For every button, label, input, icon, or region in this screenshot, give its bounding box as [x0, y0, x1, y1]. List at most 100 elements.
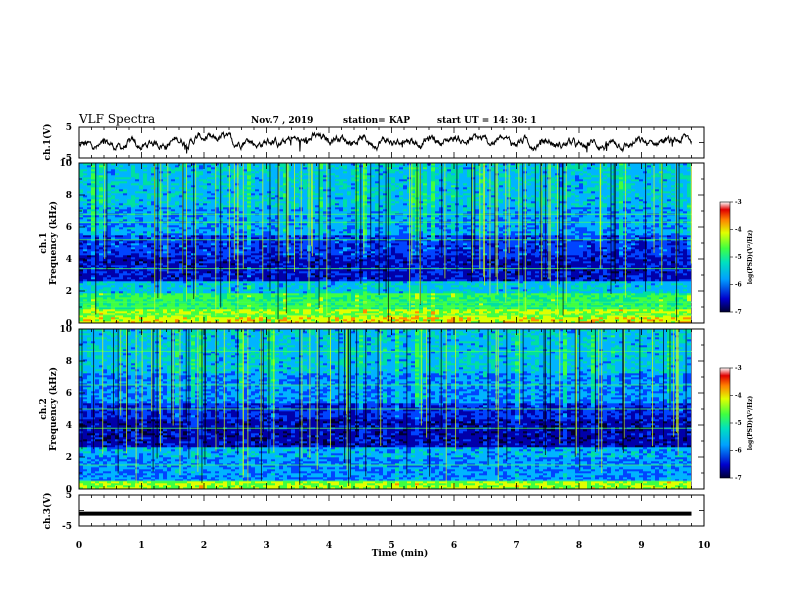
spectrogram-cell — [251, 305, 255, 308]
spectrogram-cell — [255, 195, 259, 198]
spectrogram-cell — [263, 199, 267, 202]
spectrogram-cell — [151, 313, 155, 316]
spectrogram-cell — [299, 319, 303, 322]
spectrogram-cell — [239, 237, 243, 240]
spectrogram-cell — [111, 295, 115, 298]
spectrogram-cell — [83, 279, 87, 282]
spectrogram-cell — [291, 241, 295, 244]
spectrogram-cell — [319, 179, 323, 182]
spectrogram-cell — [243, 179, 247, 182]
spectrogram-cell — [267, 287, 271, 290]
spectrogram-cell — [287, 225, 291, 228]
spectrogram-cell — [115, 285, 119, 288]
spectrogram-cell — [143, 291, 147, 294]
spectrogram-cell — [123, 183, 127, 186]
spectrogram-cell — [231, 279, 235, 282]
spectrogram-cell — [275, 309, 279, 312]
spectrogram-cell — [135, 195, 139, 198]
spectrogram-cell — [151, 195, 155, 198]
spectrogram-cell — [135, 233, 139, 236]
spectrogram-cell — [311, 165, 315, 168]
spectrogram-cell — [123, 291, 127, 294]
spectrogram-cell — [311, 259, 315, 262]
spectrogram-cell — [95, 219, 99, 222]
spectrogram-cell — [291, 317, 295, 320]
spectrogram-cell — [247, 201, 251, 204]
spectrogram-cell — [111, 279, 115, 282]
spectrogram-cell — [303, 275, 307, 278]
spectrogram-cell — [179, 247, 183, 250]
spectrogram-cell — [167, 287, 171, 290]
spectrogram-cell — [191, 195, 195, 198]
spectrogram-cell — [135, 231, 139, 234]
spectrogram-cell — [123, 263, 127, 266]
spectrogram-cell — [167, 283, 171, 286]
spectrogram-cell — [255, 233, 259, 236]
spectrogram-cell — [187, 195, 191, 198]
spectrogram-cell — [279, 201, 283, 204]
spectrogram-cell — [95, 203, 99, 206]
spectrogram-cell — [235, 185, 239, 188]
spectrogram-cell — [259, 275, 263, 278]
spectrogram-cell — [263, 299, 267, 302]
spectrogram-cell — [267, 261, 271, 264]
spectrogram-cell — [87, 295, 91, 298]
spectrogram-cell — [263, 179, 267, 182]
spectrogram-cell — [215, 211, 219, 214]
spectrogram-cell — [319, 177, 323, 180]
spectrogram-cell — [143, 231, 147, 234]
spectrogram-cell — [239, 259, 243, 262]
spectrogram-cell — [291, 277, 295, 280]
spectrogram-cell — [263, 245, 267, 248]
spectrogram-cell — [155, 249, 159, 252]
spectrogram-cell — [143, 177, 147, 180]
spectrogram-cell — [175, 275, 179, 278]
spectrogram-cell — [143, 289, 147, 292]
spectrogram-cell — [155, 207, 159, 210]
spectrogram-cell — [83, 219, 87, 222]
spectrogram-cell — [239, 165, 243, 168]
spectrogram-cell — [155, 209, 159, 212]
spectrogram-cell — [227, 309, 231, 312]
spectrogram-cell — [187, 225, 191, 228]
spectrogram-cell — [91, 253, 95, 256]
spectrogram-cell — [175, 241, 179, 244]
spectrogram-cell — [79, 243, 83, 246]
spectrogram-cell — [247, 311, 251, 314]
spectrogram-cell — [239, 283, 243, 286]
spectrogram-cell — [123, 231, 127, 234]
spectrogram-cell — [223, 317, 227, 320]
spectrogram-cell — [271, 237, 275, 240]
spectrogram-cell — [259, 247, 263, 250]
spectrogram-cell — [143, 281, 147, 284]
spectrogram-cell — [211, 215, 215, 218]
spectrogram-cell — [223, 231, 227, 234]
spectrogram-cell — [235, 215, 239, 218]
spectrogram-cell — [267, 251, 271, 254]
spectrogram-cell — [163, 219, 167, 222]
spectrogram-cell — [267, 255, 271, 258]
spectrogram-cell — [171, 195, 175, 198]
spectrogram-cell — [295, 237, 299, 240]
spectrogram-cell — [83, 269, 87, 272]
spectrogram-cell — [139, 205, 143, 208]
spectrogram-cell — [223, 273, 227, 276]
spectrogram-cell — [203, 169, 207, 172]
spectrogram-cell — [295, 309, 299, 312]
spectrogram-cell — [319, 231, 323, 234]
spectrogram-cell — [223, 207, 227, 210]
spectrogram-cell — [295, 305, 299, 308]
spectrogram-cell — [167, 295, 171, 298]
spectrogram-cell — [143, 205, 147, 208]
spectrogram-cell — [291, 321, 295, 324]
spectrogram-cell — [107, 191, 111, 194]
spectrogram-cell — [211, 299, 215, 302]
spectrogram-cell — [171, 185, 175, 188]
spectrogram-cell — [223, 287, 227, 290]
spectrogram-cell — [187, 309, 191, 312]
spectrogram-cell — [191, 223, 195, 226]
spectrogram-cell — [107, 167, 111, 170]
spectrogram-cell — [79, 305, 83, 308]
spectrogram-cell — [247, 299, 251, 302]
spectrogram-cell — [303, 245, 307, 248]
